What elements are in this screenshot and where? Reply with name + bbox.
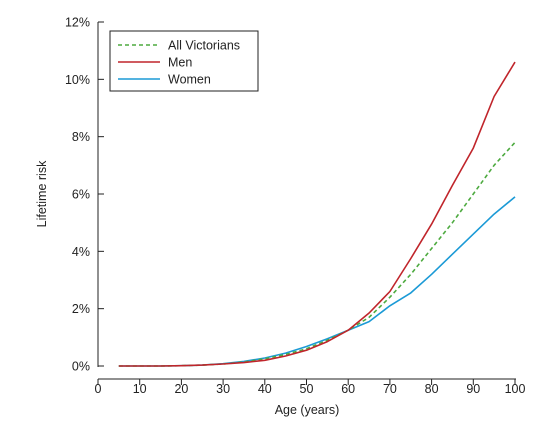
x-tick-label: 40 xyxy=(258,382,272,396)
x-tick-label: 30 xyxy=(216,382,230,396)
legend-label: Men xyxy=(168,56,192,70)
y-tick-label: 12% xyxy=(65,16,90,30)
y-axis-title: Lifetime risk xyxy=(35,160,49,227)
x-tick-label: 70 xyxy=(383,382,397,396)
legend-label: All Victorians xyxy=(168,39,240,53)
x-tick-label: 90 xyxy=(466,382,480,396)
y-tick-label: 8% xyxy=(72,130,90,144)
x-axis-title: Age (years) xyxy=(275,403,340,417)
y-tick-label: 4% xyxy=(72,245,90,259)
series-line-all-victorians xyxy=(118,141,516,367)
x-tick-label: 10 xyxy=(133,382,147,396)
y-tick-label: 0% xyxy=(72,360,90,374)
x-tick-label: 20 xyxy=(174,382,188,396)
x-tick-label: 0 xyxy=(95,382,102,396)
y-ticks: 0% 2% 4% 6% 8% 10% 12% xyxy=(65,16,104,374)
y-tick-label: 6% xyxy=(72,188,90,202)
legend-box xyxy=(109,30,259,92)
x-tick-label: 100 xyxy=(505,382,526,396)
x-tick-label: 60 xyxy=(341,382,355,396)
y-tick-label: 2% xyxy=(72,302,90,316)
x-tick-label: 80 xyxy=(425,382,439,396)
x-tick-label: 50 xyxy=(300,382,314,396)
series-layer xyxy=(118,61,516,367)
legend: All Victorians Men Women xyxy=(109,30,259,92)
series-line-men xyxy=(118,61,516,367)
series-line-women xyxy=(118,196,516,367)
x-ticks: 0 10 20 30 40 50 60 70 80 90 100 xyxy=(95,379,526,396)
legend-label: Women xyxy=(168,73,211,87)
y-tick-label: 10% xyxy=(65,73,90,87)
